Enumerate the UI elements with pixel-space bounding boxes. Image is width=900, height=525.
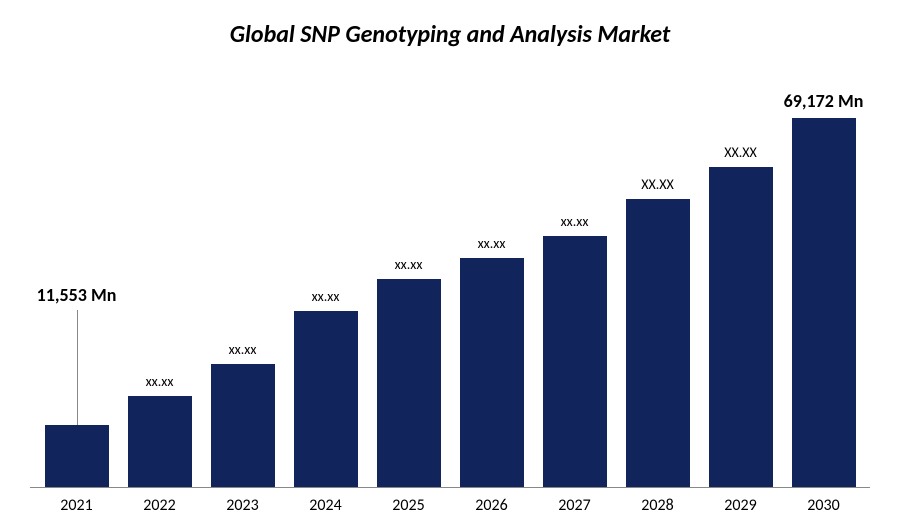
bar [294,311,358,487]
bar-wrapper: xx.xx [128,69,192,487]
bar-wrapper: 11,553 Mn [45,69,109,487]
bar-value-label: XX.XX [724,144,757,161]
bar [709,167,773,487]
bar [460,258,524,487]
bar-value-label: 11,553 Mn [37,284,117,306]
chart-container: Global SNP Genotyping and Analysis Marke… [0,0,900,525]
x-axis-tick: 2027 [543,496,607,515]
callout-line [77,310,78,425]
bar [792,118,856,487]
x-axis-tick: 2023 [211,496,275,515]
bar [128,396,192,487]
chart-title: Global SNP Genotyping and Analysis Marke… [30,20,870,49]
bar-wrapper: 69,172 Mn [792,69,856,487]
bar-value-label: xx.xx [395,256,423,273]
x-axis-tick: 2026 [460,496,524,515]
bar-value-label: xx.xx [478,235,506,252]
bar-value-label: xx.xx [312,288,340,305]
x-axis-tick: 2022 [128,496,192,515]
x-axis-tick: 2029 [709,496,773,515]
x-axis-tick: 2024 [294,496,358,515]
bar: 11,553 Mn [45,425,109,487]
bar [626,199,690,487]
x-axis-tick: 2021 [45,496,109,515]
plot-area: 11,553 Mn xx.xx xx.xx xx.xx xx.xx xx.xx xx.xx X… [30,69,870,488]
bar-value-label: 69,172 Mn [784,90,864,112]
bar-value-label: XX.XX [641,176,674,193]
bar-value-label: xx.xx [146,373,174,390]
bar-wrapper: xx.xx [211,69,275,487]
x-axis: 2021 2022 2023 2024 2025 2026 2027 2028 2029 2030 [30,488,870,515]
bar-wrapper: xx.xx [377,69,441,487]
bar-wrapper: XX.XX [709,69,773,487]
x-axis-tick: 2030 [792,496,856,515]
bar-wrapper: xx.xx [543,69,607,487]
x-axis-tick: 2025 [377,496,441,515]
bar-wrapper: XX.XX [626,69,690,487]
bar-value-label: xx.xx [229,341,257,358]
bar-wrapper: xx.xx [460,69,524,487]
bar [211,364,275,487]
x-axis-tick: 2028 [626,496,690,515]
bar [543,236,607,487]
bar [377,279,441,487]
bar-value-label: xx.xx [561,213,589,230]
bar-wrapper: xx.xx [294,69,358,487]
